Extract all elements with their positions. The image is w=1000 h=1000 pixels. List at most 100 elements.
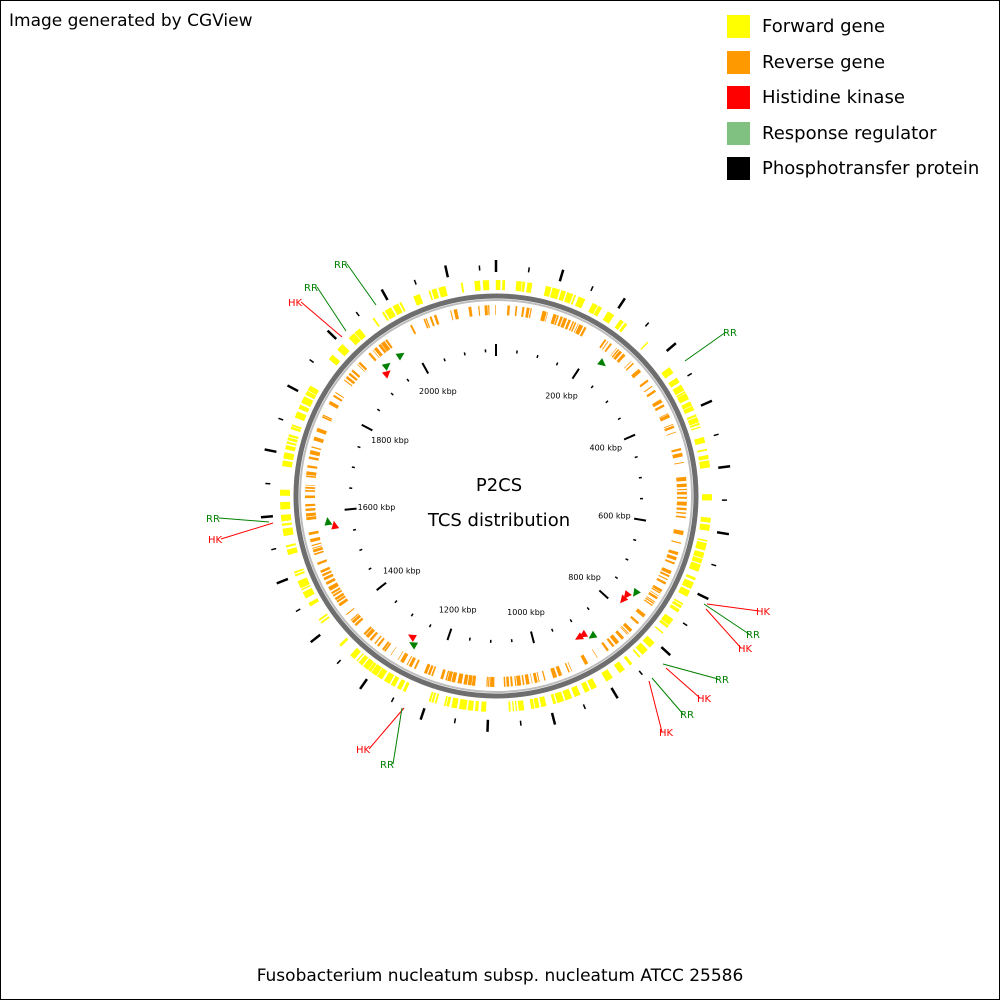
forward-gene-block bbox=[701, 494, 712, 501]
histidine-kinase-marker bbox=[331, 520, 340, 530]
reverse-gene-block bbox=[646, 596, 656, 603]
outer-tick bbox=[550, 712, 557, 725]
outer-tick bbox=[711, 563, 717, 567]
inner-tick bbox=[446, 628, 453, 641]
forward-gene-block bbox=[307, 385, 320, 396]
legend-label: Response regulator bbox=[762, 122, 937, 144]
reverse-gene-block bbox=[621, 626, 629, 634]
forward-gene-block bbox=[350, 647, 361, 660]
legend-swatch bbox=[727, 121, 750, 145]
callout-label: HK bbox=[738, 644, 753, 655]
reverse-gene-block bbox=[676, 507, 687, 511]
forward-gene-block bbox=[570, 294, 577, 305]
reverse-gene-block bbox=[305, 508, 316, 512]
outer-tick bbox=[419, 707, 426, 721]
callout-line bbox=[392, 707, 403, 765]
reverse-gene-block bbox=[510, 676, 513, 687]
forward-gene-block bbox=[694, 436, 706, 446]
reverse-gene-block bbox=[615, 630, 625, 640]
reverse-gene-block bbox=[676, 501, 687, 506]
reverse-gene-block bbox=[351, 369, 361, 378]
reverse-gene-block bbox=[564, 662, 570, 673]
reverse-gene-block bbox=[544, 312, 549, 322]
forward-gene-track bbox=[280, 280, 712, 712]
outer-tick bbox=[700, 399, 713, 407]
reverse-gene-block bbox=[351, 614, 362, 624]
inner-tick bbox=[571, 368, 580, 380]
tick-label: 400 kbp bbox=[589, 444, 622, 453]
forward-gene-block bbox=[659, 619, 669, 628]
reverse-gene-block bbox=[429, 316, 435, 327]
forward-gene-block bbox=[508, 701, 511, 712]
inner-tick bbox=[428, 624, 432, 628]
reverse-gene-block bbox=[348, 372, 358, 382]
reverse-gene-block bbox=[471, 675, 477, 686]
forward-gene-block bbox=[413, 293, 424, 306]
reverse-gene-block bbox=[312, 545, 323, 549]
reverse-gene-block bbox=[643, 385, 653, 393]
forward-gene-block bbox=[288, 434, 299, 440]
forward-gene-block bbox=[368, 662, 377, 672]
outer-tick bbox=[716, 531, 730, 536]
forward-gene-block bbox=[390, 675, 400, 687]
legend-item-response-regulator: Response regulator bbox=[727, 116, 979, 152]
inner-tick bbox=[344, 507, 357, 511]
forward-gene-block bbox=[698, 454, 709, 461]
response-regulator-marker bbox=[597, 358, 606, 367]
outer-tick bbox=[326, 329, 338, 340]
callout-line bbox=[300, 301, 343, 338]
inner-tick bbox=[625, 558, 629, 561]
reverse-gene-block bbox=[604, 343, 612, 353]
reverse-gene-block bbox=[305, 484, 316, 486]
reverse-gene-block bbox=[664, 559, 676, 565]
reverse-gene-block bbox=[672, 452, 683, 459]
response-regulator-marker bbox=[381, 362, 391, 371]
outer-tick bbox=[590, 286, 594, 292]
forward-gene-block bbox=[291, 424, 302, 430]
map-subtitle: TCS distribution bbox=[427, 510, 570, 531]
reverse-gene-block bbox=[521, 674, 525, 686]
outer-tick bbox=[453, 718, 457, 724]
reverse-gene-block bbox=[652, 584, 663, 593]
response-regulator-marker bbox=[324, 517, 333, 526]
reverse-gene-block bbox=[305, 475, 317, 478]
backbone-ring-outer bbox=[293, 293, 699, 699]
outer-tick bbox=[718, 465, 731, 470]
tick-label: 1000 kbp bbox=[507, 608, 545, 617]
inner-tick bbox=[394, 600, 398, 604]
reverse-gene-block bbox=[332, 394, 343, 402]
forward-gene-block bbox=[691, 556, 703, 564]
inner-tick bbox=[633, 517, 647, 522]
reverse-gene-block bbox=[625, 362, 634, 371]
reverse-gene-block bbox=[440, 669, 446, 680]
callout-line bbox=[684, 331, 727, 362]
backbone-ring-inner bbox=[299, 299, 693, 693]
forward-gene-block bbox=[281, 522, 293, 527]
reverse-gene-block bbox=[486, 676, 488, 687]
forward-gene-block bbox=[669, 604, 680, 613]
forward-gene-block bbox=[688, 561, 701, 572]
organism-caption: Fusobacterium nucleatum subsp. nucleatum… bbox=[256, 966, 744, 986]
inner-tick bbox=[468, 637, 471, 641]
reverse-gene-block bbox=[384, 642, 392, 652]
reverse-gene-block bbox=[409, 324, 417, 335]
forward-gene-block bbox=[280, 489, 291, 496]
outer-tick bbox=[380, 288, 389, 301]
legend-swatch bbox=[727, 15, 750, 39]
tcs-feature-markers bbox=[324, 352, 641, 650]
forward-gene-block bbox=[550, 693, 557, 705]
reverse-gene-block bbox=[372, 349, 380, 358]
callout-line bbox=[703, 603, 750, 635]
reverse-gene-block bbox=[666, 431, 677, 436]
response-regulator-marker bbox=[588, 630, 598, 639]
reverse-gene-block bbox=[357, 364, 365, 372]
forward-gene-block bbox=[320, 616, 330, 624]
forward-gene-block bbox=[298, 404, 310, 413]
forward-gene-block bbox=[580, 681, 590, 693]
reverse-gene-block bbox=[599, 339, 607, 349]
forward-gene-block bbox=[549, 287, 560, 300]
forward-gene-block bbox=[381, 311, 389, 322]
inner-tick bbox=[569, 619, 573, 623]
forward-gene-block bbox=[601, 669, 613, 682]
